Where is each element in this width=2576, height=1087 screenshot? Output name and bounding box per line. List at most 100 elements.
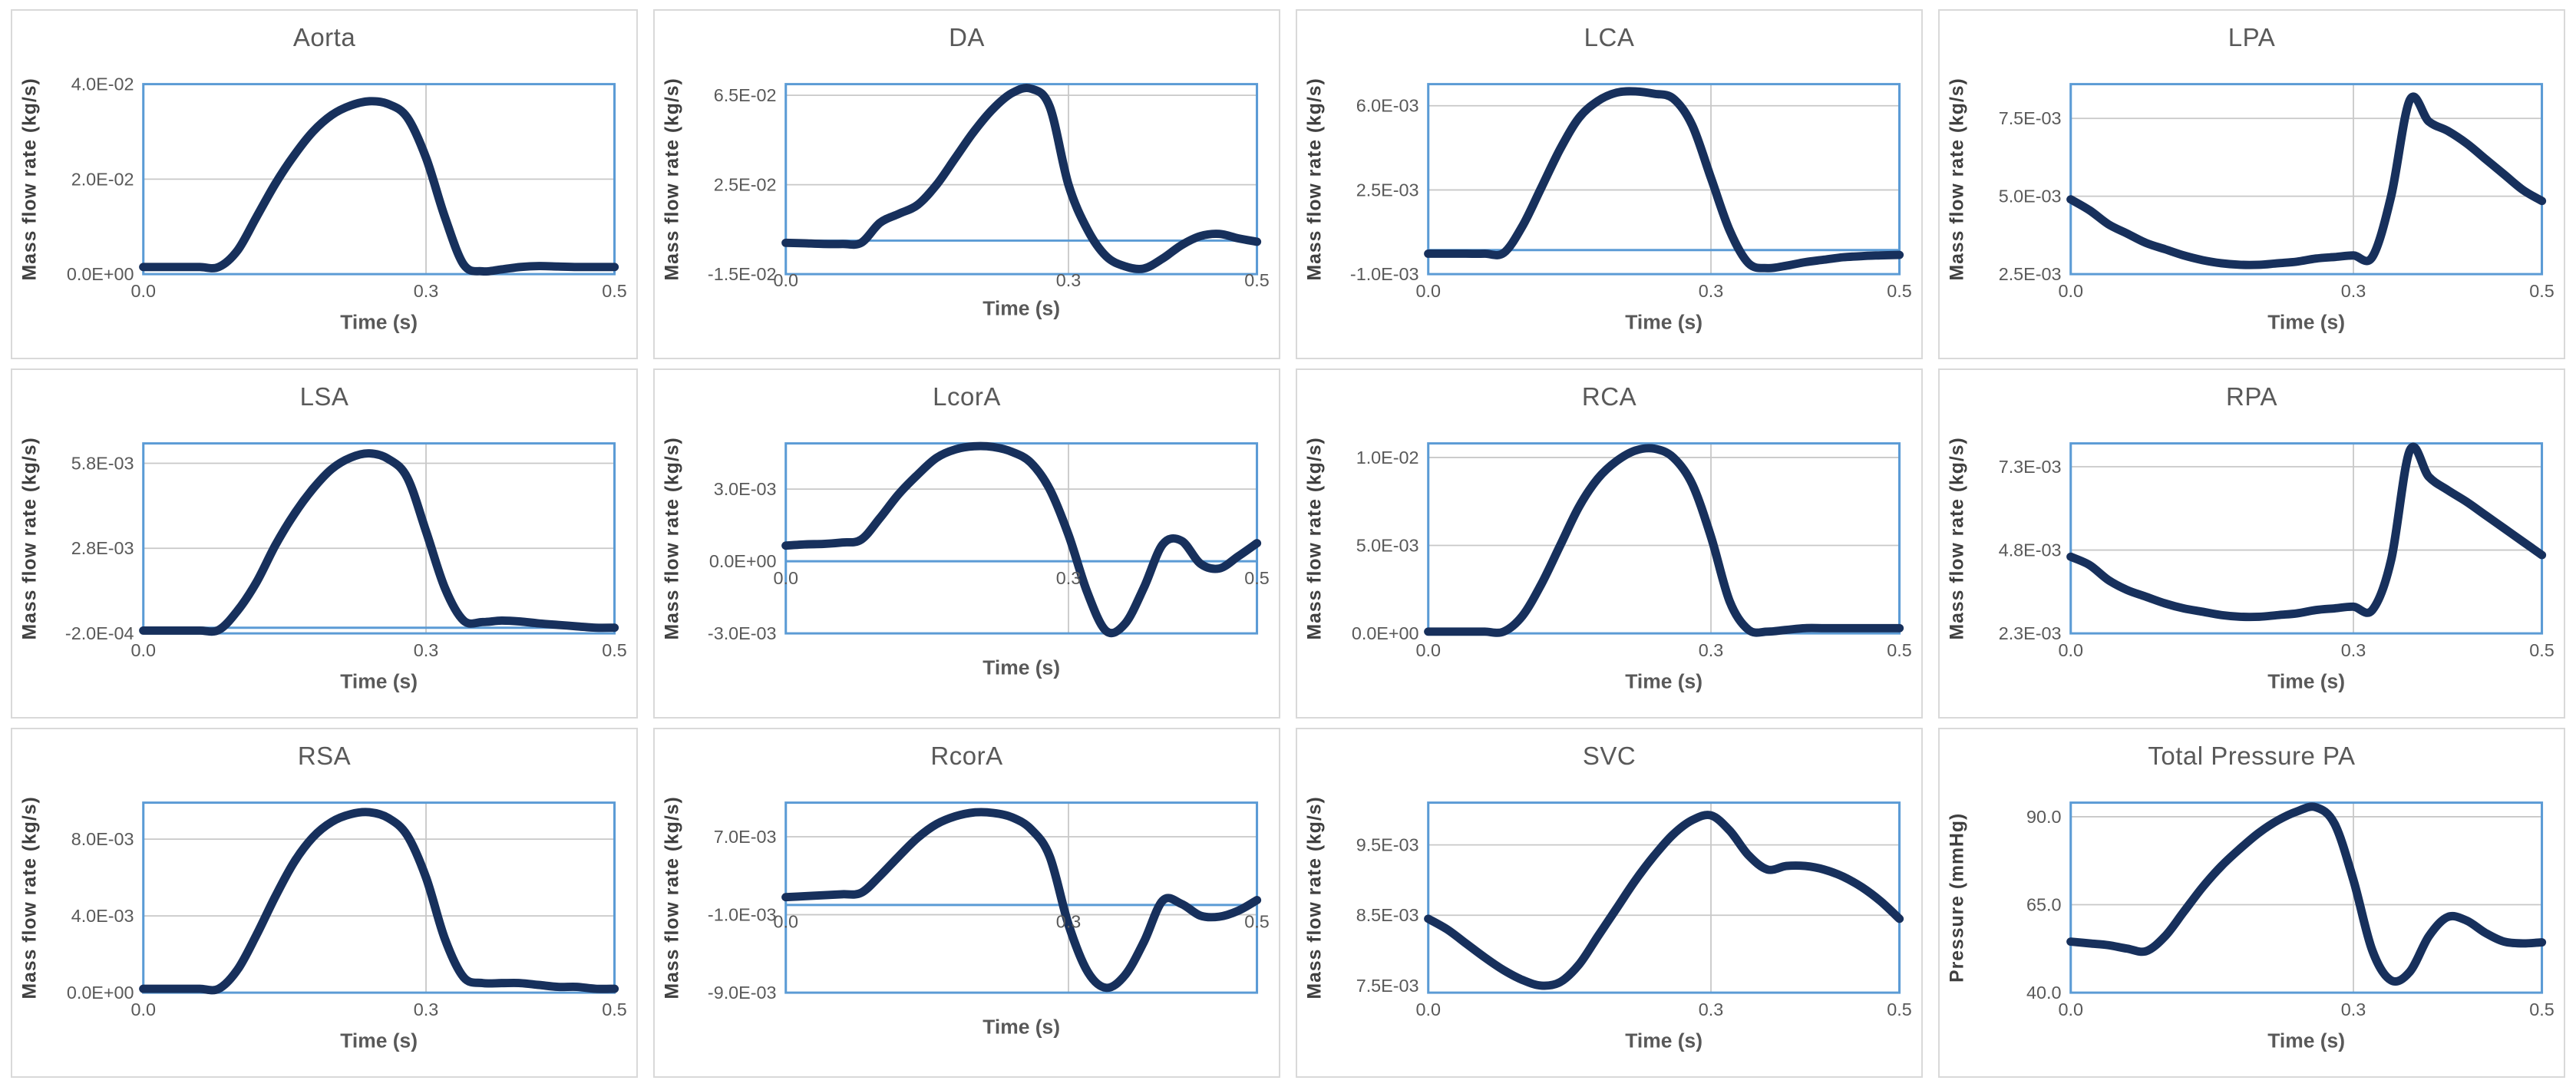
- y-tick-label: 7.3E-03: [1999, 457, 2062, 477]
- x-axis-title: Time (s): [1625, 670, 1702, 693]
- chart-title-rca: RCA: [1581, 382, 1637, 411]
- chart-plot-rsa: 8.0E-03 4.0E-03 0.0E+000.0 0.3 0.5 Time (s) Ma…: [18, 796, 627, 1052]
- x-tick-label: 0.3: [414, 281, 438, 301]
- chart-card-rpa: RPA 7.3E-03 4.8E-03 2.3E-03 0.0 0.3 0.5 Time (s…: [1938, 368, 2565, 719]
- plot-border: [142, 83, 616, 276]
- x-tick-label: 0.0: [1415, 281, 1440, 301]
- flow-curve: [139, 449, 619, 636]
- x-tick-label: 0.0: [773, 912, 798, 932]
- chart-title-rpa: RPA: [2226, 382, 2277, 411]
- x-tick-label: 0.0: [2058, 999, 2082, 1019]
- y-tick-label: 2.8E-03: [71, 538, 134, 558]
- y-tick-label: 6.5E-02: [714, 85, 777, 105]
- flow-curve: [2066, 92, 2547, 269]
- y-tick-label: 4.0E-03: [71, 906, 134, 926]
- y-tick-label: 5.0E-03: [1999, 187, 2062, 206]
- y-tick-label: 7.5E-03: [1999, 108, 2062, 128]
- x-tick-label: 0.0: [130, 640, 155, 660]
- chart-title-lsa: LSA: [299, 382, 349, 411]
- x-tick-label: 0.0: [2058, 640, 2082, 660]
- plot-border: [1427, 442, 1901, 635]
- y-tick-label: 9.5E-03: [1356, 835, 1419, 855]
- x-tick-label: 0.5: [1887, 281, 1911, 301]
- x-tick-label: 0.3: [1699, 281, 1723, 301]
- y-tick-label: 65.0: [2026, 895, 2061, 915]
- y-tick-label: 90.0: [2026, 807, 2061, 827]
- y-axis-title: Mass flow rate (kg/s): [18, 796, 40, 999]
- x-axis-title: Time (s): [2267, 1029, 2345, 1052]
- x-axis-title: Time (s): [983, 656, 1060, 679]
- x-axis-title: Time (s): [983, 297, 1060, 320]
- x-tick-label: 0.3: [2341, 281, 2366, 301]
- y-axis-title: Pressure (mmHg): [1946, 813, 1967, 983]
- x-tick-label: 0.3: [1056, 270, 1081, 290]
- y-tick-label: 7.5E-03: [1356, 976, 1419, 996]
- chart-plot-svc: 9.5E-03 8.5E-03 7.5E-03 0.0 0.3 0.5 Time (s) Ma…: [1303, 796, 1912, 1052]
- chart-plot-rcora: 7.0E-03 -1.0E-03 -9.0E-03 0.0 0.3 0.5 Time (s)…: [661, 796, 1270, 1038]
- plot-border: [142, 442, 616, 635]
- chart-title-total-pressure-pa: Total Pressure PA: [2148, 742, 2356, 770]
- y-tick-label: -1.5E-02: [708, 264, 777, 284]
- x-axis-title: Time (s): [2267, 311, 2345, 334]
- x-tick-label: 0.0: [2058, 281, 2082, 301]
- y-axis-title: Mass flow rate (kg/s): [18, 78, 40, 280]
- chart-title-rsa: RSA: [297, 742, 352, 770]
- y-axis-title: Mass flow rate (kg/s): [661, 796, 682, 999]
- x-tick-label: 0.0: [130, 999, 155, 1019]
- y-tick-label: -1.0E-03: [1350, 264, 1419, 284]
- x-tick-label: 0.3: [1056, 912, 1081, 932]
- x-tick-label: 0.5: [2529, 999, 2554, 1019]
- x-tick-label: 0.3: [414, 640, 438, 660]
- plot-border: [2069, 442, 2544, 635]
- flow-curve: [1424, 87, 1904, 273]
- chart-card-da: DA 6.5E-02 2.5E-02 -1.5E-02 0.0 0.3 0.5 Time (s…: [653, 9, 1280, 359]
- chart-plot-rca: 1.0E-02 5.0E-03 0.0E+000.0 0.3 0.5 Time (s) Ma…: [1303, 437, 1912, 693]
- chart-card-rca: RCA 1.0E-02 5.0E-03 0.0E+00 0.0 0.3 0.5 Time (s…: [1296, 368, 1923, 719]
- flow-curve: [781, 441, 1262, 638]
- x-tick-label: 0.5: [2529, 281, 2554, 301]
- chart-card-svc: SVC 9.5E-03 8.5E-03 7.5E-03 0.0 0.3 0.5 Time (s…: [1296, 728, 1923, 1078]
- x-tick-label: 0.0: [1415, 640, 1440, 660]
- chart-card-lcora: LcorA 3.0E-03 0.0E+00 -3.0E-03 0.0 0.3 0.5 Time…: [653, 368, 1280, 719]
- chart-plot-rpa: 7.3E-03 4.8E-03 2.3E-030.0 0.3 0.5 Time (s) Ma…: [1946, 437, 2555, 692]
- x-axis-title: Time (s): [340, 1029, 418, 1052]
- x-tick-label: 0.5: [602, 640, 626, 660]
- chart-title-rcora: RcorA: [930, 742, 1003, 770]
- y-tick-label: -9.0E-03: [708, 983, 777, 1003]
- x-tick-label: 0.5: [1887, 640, 1911, 660]
- y-tick-label: -2.0E-04: [65, 623, 134, 643]
- chart-plot-lca: 6.0E-03 2.5E-03 -1.0E-030.0 0.3 0.5 Time (s) M…: [1303, 78, 1912, 334]
- plot-border: [1427, 801, 1901, 994]
- flow-curve: [1424, 444, 1904, 637]
- chart-plot-lcora: 3.0E-03 0.0E+00 -3.0E-03 0.0 0.3 0.5 Time (s) M…: [661, 437, 1270, 679]
- y-tick-label: 0.0E+00: [67, 264, 134, 284]
- y-tick-label: 6.0E-03: [1356, 96, 1419, 116]
- x-axis-title: Time (s): [1625, 311, 1702, 334]
- chart-card-rcora: RcorA 7.0E-03 -1.0E-03 -9.0E-03 0.0 0.3 0.5 Tim…: [653, 728, 1280, 1078]
- y-tick-label: 2.3E-03: [1999, 623, 2062, 643]
- plot-border: [784, 83, 1259, 276]
- chart-card-total-pressure-pa: Total Pressure PA 90.0 65.0 40.0 0.0 0.3 0.5 Ti…: [1938, 728, 2565, 1078]
- x-tick-label: 0.5: [2529, 640, 2554, 660]
- x-tick-label: 0.3: [2341, 999, 2366, 1019]
- chart-plot-da: 6.5E-02 2.5E-02 -1.5E-020.0 0.3 0.5 Time (s) M…: [661, 78, 1270, 320]
- x-tick-label: 0.3: [1699, 999, 1723, 1019]
- y-tick-label: 0.0E+00: [1352, 623, 1419, 643]
- y-axis-title: Mass flow rate (kg/s): [1946, 437, 1967, 639]
- x-tick-label: 0.5: [1887, 999, 1911, 1019]
- y-axis-title: Mass flow rate (kg/s): [1303, 796, 1325, 999]
- chart-card-rsa: RSA 8.0E-03 4.0E-03 0.0E+00 0.0 0.3 0.5 Time (s…: [11, 728, 638, 1078]
- flow-curve: [781, 808, 1262, 993]
- y-axis-title: Mass flow rate (kg/s): [18, 437, 40, 639]
- chart-title-lcora: LcorA: [933, 382, 1001, 411]
- chart-title-lpa: LPA: [2228, 23, 2276, 51]
- x-tick-label: 0.5: [1244, 270, 1269, 290]
- y-tick-label: 4.0E-02: [71, 74, 134, 94]
- y-tick-label: 7.0E-03: [714, 827, 777, 847]
- flow-curve: [781, 84, 1262, 273]
- x-tick-label: 0.5: [1244, 568, 1269, 588]
- chart-card-lca: LCA 6.0E-03 2.5E-03 -1.0E-03 0.0 0.3 0.5 Time (…: [1296, 9, 1923, 359]
- chart-plot-total-pressure-pa: 90.0 65.0 40.00.0 0.3 0.5 Time (s) Pressure (m…: [1946, 801, 2555, 1052]
- chart-title-svc: SVC: [1582, 742, 1636, 770]
- x-tick-label: 0.0: [1415, 999, 1440, 1019]
